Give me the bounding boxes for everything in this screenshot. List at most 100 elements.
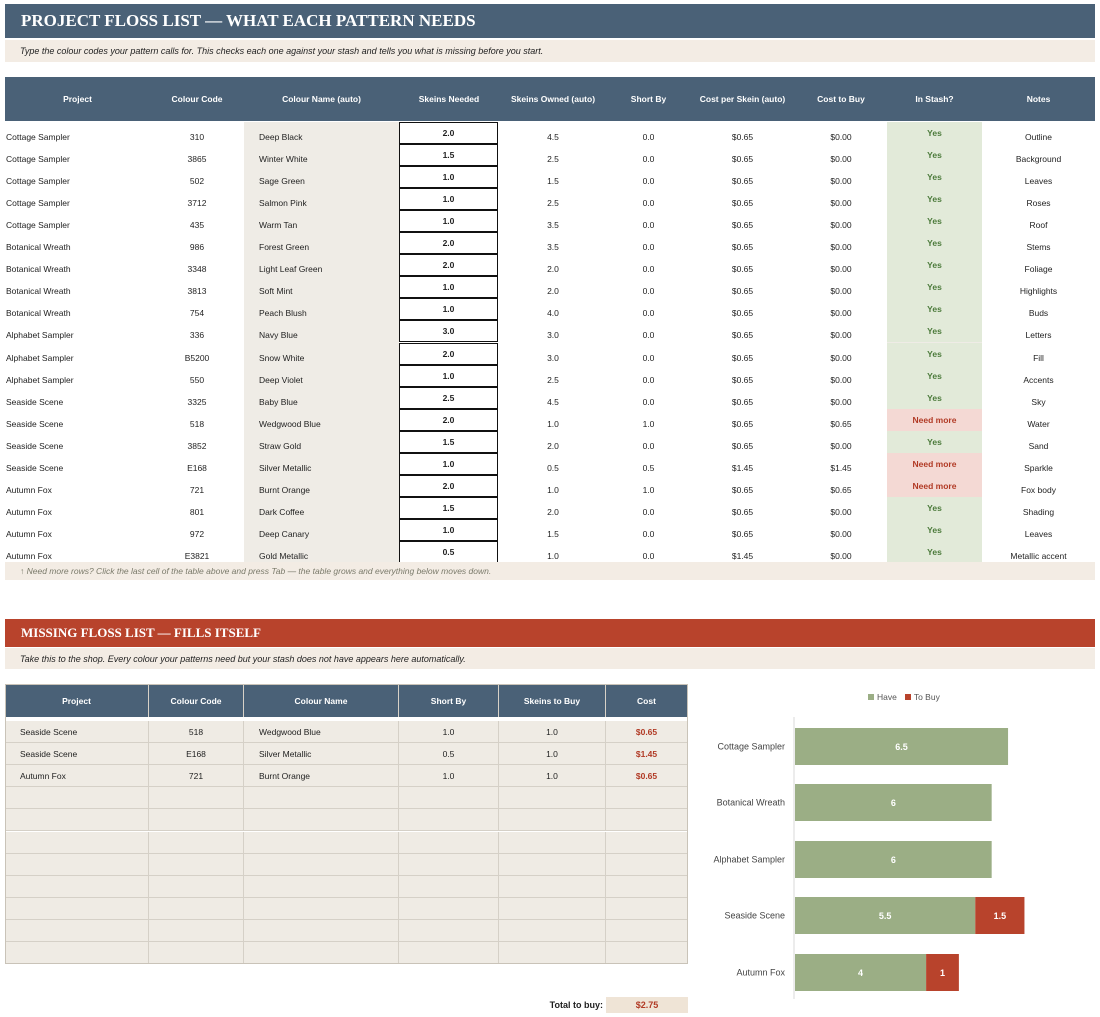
cell-colour-code-input[interactable]: 518 [189,418,205,429]
cell-colour-code-input[interactable]: 972 [189,528,205,539]
skeins-needed-input[interactable]: 3.0 [399,320,498,343]
cell-colour-code-input[interactable]: 3348 [187,264,207,275]
missing-cell-colour-name [244,787,399,810]
skeins-needed-input[interactable]: 1.0 [399,452,498,475]
cell-cost-per-skein: $1.45 [731,550,754,561]
cell-colour-code-input[interactable]: B5200 [184,352,210,363]
cell-notes-input[interactable]: Letters [1025,330,1052,341]
cell-colour-name: Straw Gold [259,440,302,451]
cell-short-by: 0.0 [642,220,655,231]
cell-colour-code-input[interactable]: 3852 [187,440,207,451]
cell-notes-input[interactable]: Fill [1033,352,1044,363]
cell-notes-input[interactable]: Foliage [1024,264,1053,275]
cell-project-input[interactable]: Autumn Fox [6,550,52,561]
cell-cost-to-buy: $0.00 [830,286,852,297]
cell-notes-input[interactable]: Highlights [1019,286,1058,297]
cell-colour-code-input[interactable]: 3325 [187,396,207,407]
cell-project-input[interactable]: Autumn Fox [6,506,52,517]
cell-notes-input[interactable]: Leaves [1024,528,1053,539]
cell-notes-input[interactable]: Stems [1026,242,1051,253]
chart-data-label: 6 [891,798,896,808]
cell-project-input[interactable]: Cottage Sampler [6,132,70,143]
skeins-needed-input[interactable]: 1.0 [399,298,498,321]
skeins-needed-input[interactable]: 0.5 [399,540,498,563]
cell-notes-input[interactable]: Outline [1025,132,1052,143]
cell-project-input[interactable]: Seaside Scene [6,396,64,407]
skeins-needed-input[interactable]: 1.0 [399,276,498,299]
skeins-needed-input[interactable]: 2.0 [399,342,498,365]
cell-colour-code-input[interactable]: 502 [189,176,205,187]
skeins-needed-input[interactable]: 1.5 [399,430,498,453]
cell-project-input[interactable]: Alphabet Sampler [6,352,74,363]
cell-colour-code-input[interactable]: 801 [189,506,205,517]
cell-project-input[interactable]: Botanical Wreath [6,286,71,297]
cell-notes-input[interactable]: Leaves [1024,176,1053,187]
skeins-needed-input[interactable]: 1.0 [399,364,498,387]
skeins-needed-input[interactable]: 2.0 [399,232,498,255]
skeins-needed-input[interactable]: 1.0 [399,210,498,233]
cell-project-input[interactable]: Botanical Wreath [6,242,71,253]
cell-project-input[interactable]: Cottage Sampler [6,220,70,231]
cell-colour-name: Salmon Pink [259,198,307,209]
cell-notes-input[interactable]: Roses [1026,198,1051,209]
cell-notes-input[interactable]: Roof [1029,220,1048,231]
cell-project-input[interactable]: Botanical Wreath [6,264,71,275]
cell-colour-code-input[interactable]: 336 [189,330,205,341]
skeins-needed-input[interactable]: 2.0 [399,122,498,145]
missing-cell-cost [606,809,688,832]
skeins-needed-input[interactable]: 1.0 [399,518,498,541]
skeins-needed-input[interactable]: 1.0 [399,166,498,189]
cell-project-input[interactable]: Cottage Sampler [6,154,70,165]
cell-project-input[interactable]: Seaside Scene [6,440,64,451]
skeins-needed-input[interactable]: 2.0 [399,254,498,277]
cell-colour-code-input[interactable]: 3712 [187,198,207,209]
cell-colour-code-input[interactable]: 310 [189,132,205,143]
cell-colour-code-input[interactable]: 3813 [187,286,207,297]
in-stash-badge: Yes [887,496,982,519]
cell-notes-input[interactable]: Sand [1028,440,1049,451]
cell-notes-input[interactable]: Sparkle [1024,462,1053,473]
skeins-needed-input[interactable]: 1.0 [399,188,498,211]
skeins-needed-input[interactable]: 1.5 [399,144,498,167]
cell-project-input[interactable]: Seaside Scene [6,462,64,473]
skeins-needed-input[interactable]: 1.5 [399,496,498,519]
cell-notes-input[interactable]: Fox body [1021,484,1056,495]
cell-notes-input[interactable]: Sky [1031,396,1046,407]
cell-short-by: 0.0 [642,330,655,341]
cell-project-input[interactable]: Autumn Fox [6,484,52,495]
cell-project-input[interactable]: Botanical Wreath [6,308,71,319]
cell-colour-code-input[interactable]: 721 [189,484,205,495]
missing-header-colour-name: Colour Name [244,684,399,717]
skeins-needed-input[interactable]: 2.0 [399,408,498,431]
cell-cost-per-skein: $0.65 [731,440,754,451]
cell-project-input[interactable]: Cottage Sampler [6,176,70,187]
cell-colour-name: Sage Green [259,176,305,187]
cell-cost-per-skein: $0.65 [731,264,754,275]
cell-colour-code-input[interactable]: 550 [189,374,205,385]
in-stash-badge: Need more [887,408,982,431]
cell-notes-input[interactable]: Shading [1022,506,1055,517]
cell-notes-input[interactable]: Background [1015,154,1062,165]
legend-swatch [904,694,911,700]
skeins-needed-input[interactable]: 2.5 [399,386,498,409]
cell-colour-code-input[interactable]: E168 [187,462,207,473]
cell-notes-input[interactable]: Water [1027,418,1050,429]
missing-cell-skeins-to-buy: 1.0 [499,765,606,788]
cell-project-input[interactable]: Cottage Sampler [6,198,70,209]
cell-colour-code-input[interactable]: E3821 [184,550,210,561]
in-stash-badge: Yes [887,188,982,211]
cell-notes-input[interactable]: Buds [1028,308,1049,319]
cell-project-input[interactable]: Alphabet Sampler [6,374,74,385]
cell-project-input[interactable]: Alphabet Sampler [6,330,74,341]
cell-colour-code-input[interactable]: 754 [189,308,205,319]
cell-notes-input[interactable]: Metallic accent [1010,550,1067,561]
cell-notes-input[interactable]: Accents [1023,374,1054,385]
cell-colour-code-input[interactable]: 986 [189,242,205,253]
cell-colour-code-input[interactable]: 3865 [187,154,207,165]
cell-skeins-owned: 3.0 [547,330,559,341]
cell-project-input[interactable]: Autumn Fox [6,528,52,539]
cell-project-input[interactable]: Seaside Scene [6,418,64,429]
missing-subtitle: Take this to the shop. Every colour your… [5,648,1095,669]
cell-colour-code-input[interactable]: 435 [189,220,205,231]
skeins-needed-input[interactable]: 2.0 [399,474,498,497]
